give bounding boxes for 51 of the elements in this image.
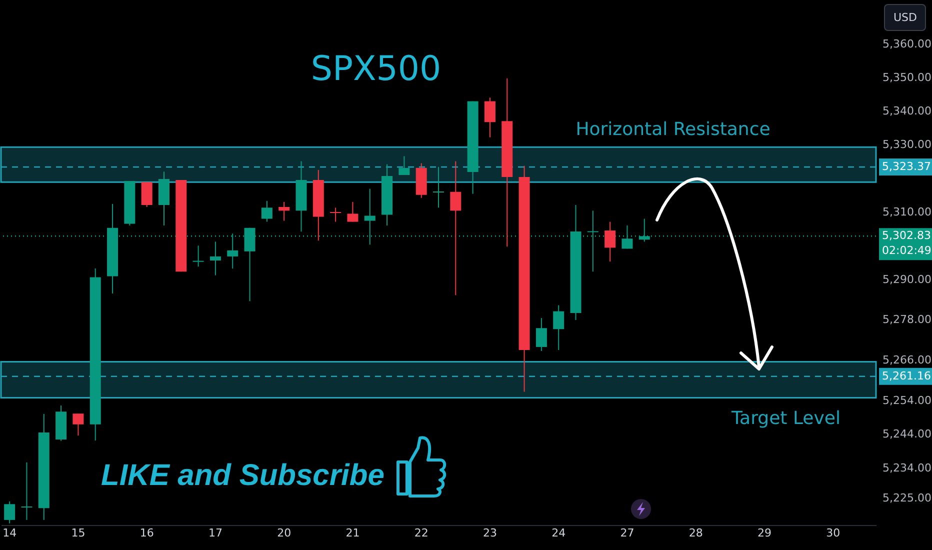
y-tick-label: 5,234.00 bbox=[882, 461, 932, 474]
text: USD bbox=[884, 4, 926, 31]
candlestick bbox=[192, 245, 204, 268]
y-tick-label: 5,360.00 bbox=[882, 37, 932, 50]
ref-line-label: 5,323.37 bbox=[882, 160, 931, 174]
y-tick-label: 5,278.00 bbox=[882, 313, 932, 326]
x-tick-label: 28 bbox=[688, 526, 703, 540]
x-tick-label: 29 bbox=[757, 526, 772, 540]
y-tick-label: 5,350.00 bbox=[882, 70, 932, 84]
y-tick-label: 5,340.00 bbox=[882, 104, 932, 118]
y-tick-label: 5,266.00 bbox=[882, 354, 932, 367]
x-tick-label: 20 bbox=[277, 526, 292, 540]
x-tick-label: 21 bbox=[346, 526, 360, 540]
band-label: Target Level bbox=[730, 408, 840, 429]
annotation: LIKE and Subscribe bbox=[101, 459, 384, 492]
candlestick bbox=[141, 182, 152, 208]
candlestick bbox=[261, 200, 272, 222]
candlestick bbox=[4, 500, 16, 524]
ref-line-label: 5,302.83 bbox=[882, 229, 931, 242]
candlestick bbox=[484, 97, 496, 138]
band-label: Horizontal Resistance bbox=[576, 119, 770, 140]
x-tick-label: 14 bbox=[2, 526, 17, 540]
candlestick bbox=[347, 201, 358, 222]
candlestick bbox=[398, 156, 410, 176]
y-tick-label: 5,330.00 bbox=[882, 138, 932, 152]
x-tick-label: 16 bbox=[140, 526, 154, 540]
x-tick-label: 23 bbox=[482, 526, 497, 540]
x-tick-label: 15 bbox=[71, 526, 86, 540]
candlestick bbox=[604, 221, 616, 262]
x-tick-label: 30 bbox=[826, 526, 840, 540]
text: SPX500 bbox=[310, 49, 442, 89]
candlestick bbox=[278, 201, 290, 222]
candlestick bbox=[21, 462, 32, 520]
y-tick-label: 5,254.00 bbox=[882, 394, 932, 407]
candlestick bbox=[210, 241, 221, 276]
x-tick-label: 24 bbox=[552, 526, 566, 540]
y-tick-label: 5,225.00 bbox=[882, 492, 932, 505]
y-tick-label: 5,244.00 bbox=[882, 428, 932, 441]
candlestick bbox=[72, 413, 84, 436]
candlestick bbox=[433, 166, 444, 208]
x-tick-label: 22 bbox=[414, 526, 428, 540]
x-tick-label: 17 bbox=[208, 526, 222, 540]
candlestick bbox=[553, 304, 564, 350]
y-tick-label: 5,290.00 bbox=[882, 272, 932, 286]
candlestick bbox=[330, 207, 342, 222]
y-tick-label: 5,310.00 bbox=[882, 206, 932, 219]
text: 02:02:49 bbox=[882, 244, 932, 258]
candlestick bbox=[450, 160, 462, 296]
ref-line-label: 5,261.16 bbox=[882, 369, 931, 382]
x-tick-label: 27 bbox=[620, 526, 634, 540]
candlestick bbox=[536, 318, 547, 352]
